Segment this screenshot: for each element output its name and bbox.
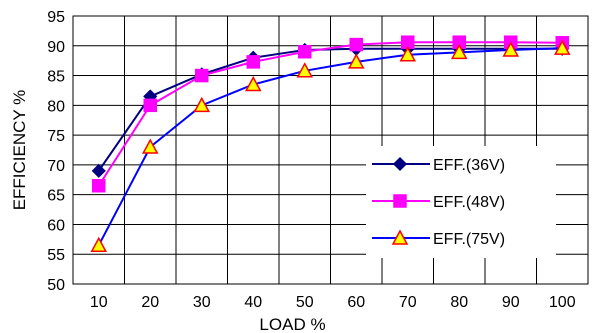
x-axis-title: LOAD % xyxy=(259,315,325,333)
legend-item: EFF.(36V) xyxy=(372,156,505,174)
y-tick-label: 65 xyxy=(47,188,65,205)
data-point xyxy=(246,55,260,69)
legend: EFF.(36V) EFF.(48V) EFF.(75V) xyxy=(366,146,556,258)
x-tick-label: 50 xyxy=(296,294,314,311)
y-tick-label: 55 xyxy=(47,247,65,264)
data-point xyxy=(91,163,106,178)
series-line xyxy=(90,39,571,253)
x-tick-label: 10 xyxy=(90,294,108,311)
data-point xyxy=(143,98,157,113)
data-point xyxy=(90,236,108,253)
data-point xyxy=(399,46,417,62)
legend-item: EFF.(75V) xyxy=(372,229,505,248)
plot-border xyxy=(72,15,589,285)
y-tick-label: 75 xyxy=(47,128,65,145)
data-point xyxy=(296,62,314,78)
data-point xyxy=(502,41,520,57)
x-tick-label: 40 xyxy=(244,294,262,311)
x-tick-label: 70 xyxy=(399,294,417,311)
series-path xyxy=(97,41,563,187)
y-tick-label: 95 xyxy=(47,9,65,26)
legend-marker xyxy=(392,156,408,172)
x-tick-label: 20 xyxy=(141,294,159,311)
x-tick-label: 30 xyxy=(193,294,211,311)
data-point xyxy=(141,138,159,154)
data-point xyxy=(92,178,106,193)
x-tick-label: 60 xyxy=(347,294,365,311)
data-point xyxy=(193,96,211,113)
y-tick-label: 80 xyxy=(47,98,65,115)
y-tick-labels: 50 55 60 65 70 75 80 85 90 95 xyxy=(47,9,65,294)
legend-item: EFF.(48V) xyxy=(372,194,505,211)
x-tick-label: 80 xyxy=(450,294,468,311)
y-tick-label: 50 xyxy=(47,277,65,294)
data-point xyxy=(195,68,209,83)
data-point xyxy=(349,37,363,52)
y-tick-label: 60 xyxy=(47,217,65,234)
series-lines xyxy=(90,35,571,253)
data-point xyxy=(553,39,571,55)
y-tick-label: 85 xyxy=(47,69,65,86)
data-point xyxy=(347,53,365,69)
legend-label: EFF.(36V) xyxy=(433,157,505,174)
data-point xyxy=(450,43,468,60)
x-tick-labels: 10 20 30 40 50 60 70 80 90 100 xyxy=(90,294,576,311)
legend-label: EFF.(75V) xyxy=(433,231,505,248)
y-tick-label: 90 xyxy=(47,39,65,56)
data-point xyxy=(244,75,262,92)
series-line xyxy=(92,35,569,193)
y-axis-title: EFFICIENCY % xyxy=(10,90,29,211)
series-path xyxy=(97,47,563,172)
series-path xyxy=(97,47,563,246)
x-tick-label: 90 xyxy=(502,294,520,311)
y-tick-label: 70 xyxy=(47,158,65,175)
legend-marker xyxy=(393,194,407,208)
legend-marker xyxy=(391,229,409,245)
data-point xyxy=(298,44,312,59)
x-tick-label: 100 xyxy=(549,294,576,311)
legend-label: EFF.(48V) xyxy=(433,194,505,211)
